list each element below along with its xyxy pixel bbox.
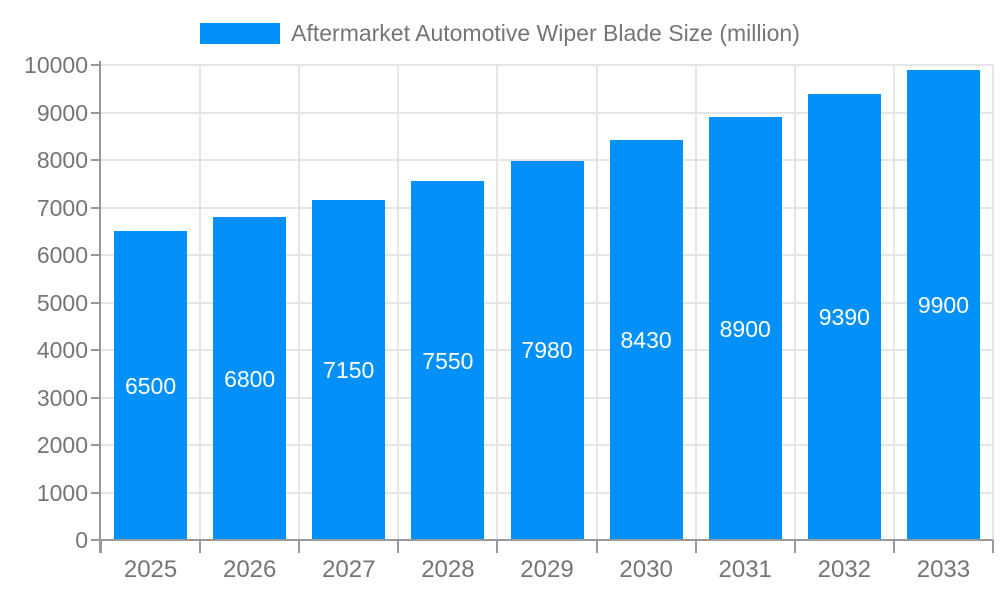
- legend-label: Aftermarket Automotive Wiper Blade Size …: [291, 20, 800, 46]
- x-tick: [298, 540, 301, 553]
- bar-value-label: 7150: [323, 357, 375, 384]
- h-gridline: [101, 64, 993, 66]
- y-tick: [91, 64, 99, 66]
- x-tick: [595, 540, 598, 553]
- x-tick: [397, 540, 400, 553]
- bar: [609, 139, 683, 540]
- x-tick-label: 2033: [916, 556, 971, 583]
- y-tick: [91, 206, 99, 209]
- bar-value-label: 7550: [422, 347, 474, 374]
- bar-value-label: 6500: [124, 372, 177, 399]
- v-gridline: [199, 65, 202, 540]
- y-tick-label: 0: [75, 527, 88, 553]
- y-tick: [91, 396, 99, 399]
- x-tick-label: 2028: [421, 556, 475, 583]
- x-tick: [992, 540, 994, 553]
- x-tick: [496, 540, 499, 553]
- bar: [708, 117, 782, 540]
- bar: [114, 231, 188, 540]
- y-tick-label: 2000: [36, 432, 88, 458]
- bar-value-label: 7980: [521, 337, 573, 364]
- y-tick-label: 3000: [36, 384, 88, 411]
- x-tick-label: 2029: [520, 556, 574, 583]
- bar-value-label: 8900: [719, 315, 771, 342]
- y-tick: [91, 111, 99, 114]
- v-gridline: [892, 65, 895, 540]
- bar: [312, 200, 386, 540]
- y-tick-label: 9000: [36, 99, 88, 126]
- v-gridline: [298, 65, 301, 540]
- bar-value-label: 8430: [620, 326, 672, 353]
- x-axis-line: [93, 539, 993, 541]
- bar: [906, 69, 980, 540]
- y-tick-label: 4000: [36, 337, 88, 363]
- y-tick: [91, 301, 99, 304]
- x-tick-label: 2026: [222, 556, 277, 583]
- bar: [807, 93, 881, 540]
- y-tick: [91, 444, 99, 446]
- y-tick: [91, 539, 99, 541]
- v-gridline: [397, 65, 400, 540]
- bar-value-label: 9900: [917, 291, 970, 318]
- bar: [510, 160, 584, 540]
- x-tick: [100, 540, 102, 553]
- v-gridline: [992, 65, 994, 540]
- y-tick: [91, 254, 99, 256]
- x-tick: [199, 540, 202, 553]
- y-axis-line: [99, 61, 101, 553]
- v-gridline: [595, 65, 598, 540]
- y-tick: [91, 491, 99, 494]
- bar-value-label: 9390: [818, 303, 870, 330]
- x-tick-label: 2030: [619, 556, 673, 583]
- x-tick-label: 2025: [123, 556, 178, 583]
- bar: [411, 181, 485, 540]
- y-tick: [91, 159, 99, 161]
- chart-legend: Aftermarket Automotive Wiper Blade Size …: [0, 20, 1000, 47]
- x-tick-label: 2027: [322, 556, 376, 583]
- h-gridline: [101, 159, 993, 161]
- y-tick: [91, 349, 99, 351]
- x-tick-label: 2031: [718, 556, 772, 583]
- h-gridline: [101, 111, 993, 114]
- v-gridline: [496, 65, 499, 540]
- x-tick: [793, 540, 796, 553]
- x-tick: [694, 540, 697, 553]
- x-tick-label: 2032: [817, 556, 872, 583]
- bar-value-label: 6800: [224, 365, 276, 392]
- y-tick-label: 7000: [36, 194, 88, 221]
- y-tick-label: 5000: [36, 289, 88, 316]
- v-gridline: [694, 65, 697, 540]
- y-tick-label: 1000: [36, 479, 88, 506]
- y-tick-label: 10000: [24, 52, 88, 78]
- y-tick-label: 6000: [36, 242, 88, 268]
- legend-color-swatch: [200, 23, 281, 44]
- y-tick-label: 8000: [36, 147, 88, 173]
- x-tick: [892, 540, 895, 553]
- v-gridline: [793, 65, 796, 540]
- bar: [213, 217, 287, 540]
